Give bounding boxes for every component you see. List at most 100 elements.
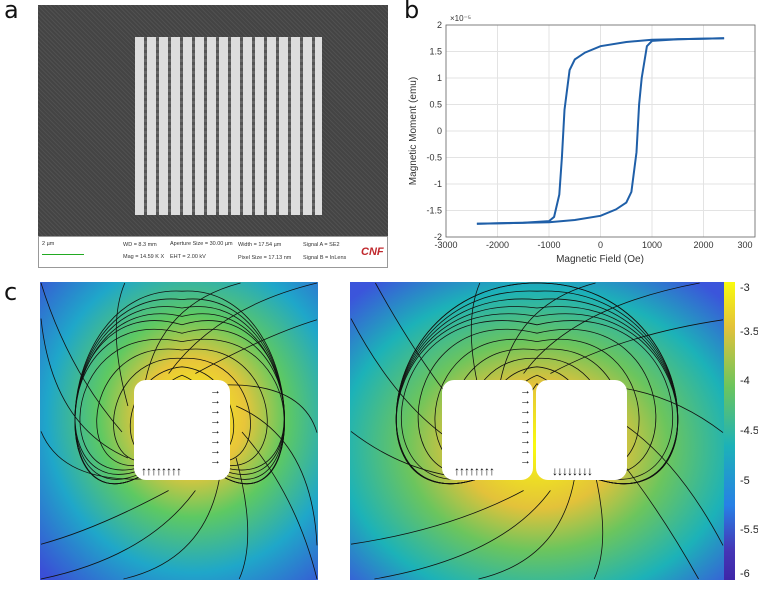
right-arrows: → → → → → → → → [520, 385, 531, 467]
y-tick-label: 2 [437, 20, 442, 30]
y-multiplier: ×10⁻⁵ [450, 14, 471, 23]
streamline [40, 318, 129, 459]
mag: Mag = 14.59 K X [123, 254, 165, 260]
pixel-size: Pixel Size = 17.13 nm [238, 255, 292, 261]
magnet-square [134, 380, 230, 480]
x-tick-label: -1000 [537, 240, 560, 250]
streamline [219, 384, 318, 433]
colorbar-tick-label: -3 [740, 282, 750, 294]
field-map-single: ↑↑↑↑↑↑↑↑ → → → → → → → → [40, 282, 318, 580]
x-tick-label: 0 [598, 240, 603, 250]
panel-label-c: c [4, 278, 18, 306]
right-arrow: → [520, 405, 531, 417]
streamline [115, 282, 129, 407]
streamlines-pair [350, 282, 724, 580]
streamline [395, 282, 679, 485]
streamline [400, 320, 674, 480]
streamlines-single [40, 282, 318, 580]
y-tick-label: -0.5 [426, 153, 442, 163]
sem-image [38, 5, 388, 236]
streamline [79, 339, 285, 471]
down-arrows-right: ↓↓↓↓↓↓↓↓ [552, 464, 593, 478]
width: Width = 17.54 µm [238, 242, 282, 248]
y-tick-label: 0 [437, 126, 442, 136]
y-axis-label: Magnetic Moment (emu) [408, 77, 419, 185]
hysteresis-branch-descending [476, 37, 725, 225]
streamline [235, 457, 249, 580]
streamline [40, 490, 169, 545]
right-arrow: → [210, 415, 221, 427]
aperture: Aperture Size = 30.00 µm [170, 241, 233, 247]
colorbar-tick-label: -6 [740, 568, 750, 580]
x-tick-label: -3000 [434, 240, 457, 250]
cnf-logo: CNF [361, 246, 384, 258]
streamline [74, 328, 285, 475]
streamline [550, 319, 724, 374]
y-tick-label: 1.5 [429, 47, 442, 57]
streamline [40, 431, 145, 480]
right-arrow: → [210, 395, 221, 407]
y-tick-label: 0.5 [429, 100, 442, 110]
streamline [96, 348, 268, 467]
right-arrow: → [210, 435, 221, 447]
streamline [417, 328, 657, 475]
colorbar-tick-label: -4.5 [740, 425, 758, 437]
x-tick-label: 1000 [642, 240, 662, 250]
x-tick-label: 2000 [693, 240, 713, 250]
streamline [74, 290, 285, 484]
x-tick-label: 300 [737, 240, 752, 250]
y-tick-label: -1.5 [426, 206, 442, 216]
right-arrow: → [210, 445, 221, 457]
streamline [74, 320, 285, 480]
x-axis-label: Magnetic Field (Oe) [556, 254, 644, 265]
y-tick-label: 1 [437, 73, 442, 83]
streamline [499, 282, 596, 386]
plot-frame [445, 24, 756, 238]
streamline [235, 405, 318, 546]
right-arrow: → [520, 395, 531, 407]
streamline [241, 431, 318, 580]
sem-info-bar: 2 µm WD = 8.3 mm Mag = 14.59 K X Apertur… [38, 236, 388, 268]
hysteresis-branch-ascending [476, 37, 725, 225]
up-arrows: ↑↑↑↑↑↑↑↑ [141, 464, 182, 478]
streamline [374, 490, 551, 580]
panel-label-b: b [404, 0, 420, 24]
right-arrow: → [520, 385, 531, 397]
right-arrows: → → → → → → → → [210, 385, 221, 467]
eht: EHT = 2.00 kV [170, 254, 206, 260]
colorbar [724, 282, 735, 580]
signal-a: Signal A = SE2 [303, 242, 340, 248]
streamline [523, 282, 700, 374]
panel-label-a: a [4, 0, 19, 24]
streamline [40, 282, 123, 433]
y-tick-label: -2 [434, 232, 442, 242]
streamline [168, 282, 318, 374]
wd: WD = 8.3 mm [123, 242, 157, 248]
streamline [195, 319, 318, 374]
streamline [123, 478, 220, 580]
magnet-right [536, 380, 627, 480]
right-arrow: → [210, 385, 221, 397]
right-arrow: → [520, 455, 531, 467]
streamline [350, 490, 524, 545]
right-arrow: → [520, 425, 531, 437]
field-map-pair: ↑↑↑↑↑↑↑↑ ↓↓↓↓↓↓↓↓ → → → → → → → → [350, 282, 724, 580]
colorbar-tick-label: -5 [740, 474, 750, 487]
up-arrows-left: ↑↑↑↑↑↑↑↑ [454, 464, 495, 478]
hysteresis-chart: -3000 -2000 -1000 0 1000 2000 300 2 1.5 1 0.5 0 -0.5… [408, 14, 756, 265]
colorbar-tick-label: -3.5 [740, 325, 758, 338]
right-arrow: → [520, 435, 531, 447]
right-arrow: → [210, 425, 221, 437]
magnet-left [442, 380, 533, 480]
streamline [113, 357, 251, 462]
signal-b: Signal B = InLens [303, 255, 347, 261]
streamline [144, 282, 241, 386]
right-arrow: → [520, 445, 531, 457]
right-arrow: → [210, 405, 221, 417]
scale-label: 2 µm [42, 241, 55, 247]
right-arrow: → [210, 455, 221, 467]
y-tick-label: -1 [434, 179, 442, 189]
streamline [40, 490, 196, 580]
x-tick-label: -2000 [486, 240, 509, 250]
